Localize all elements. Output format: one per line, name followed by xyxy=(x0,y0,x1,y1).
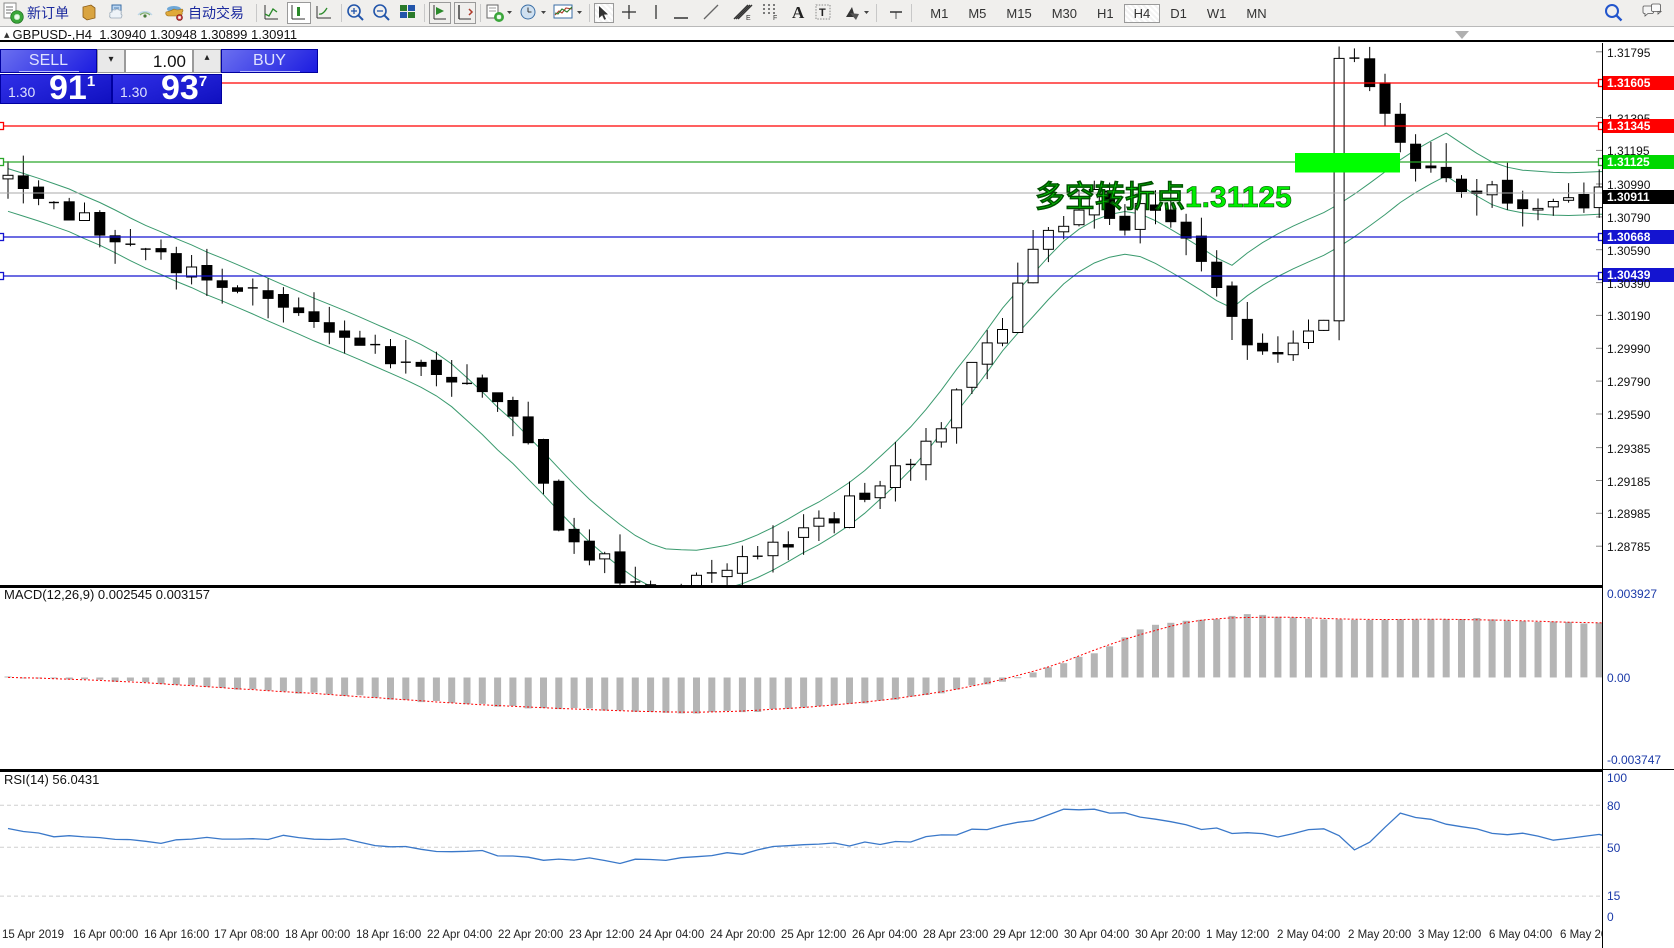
svg-text:F: F xyxy=(773,15,777,22)
svg-text:多空转折点1.31125: 多空转折点1.31125 xyxy=(1035,181,1292,214)
svg-text:T: T xyxy=(819,7,826,19)
svg-text:E: E xyxy=(746,15,751,22)
